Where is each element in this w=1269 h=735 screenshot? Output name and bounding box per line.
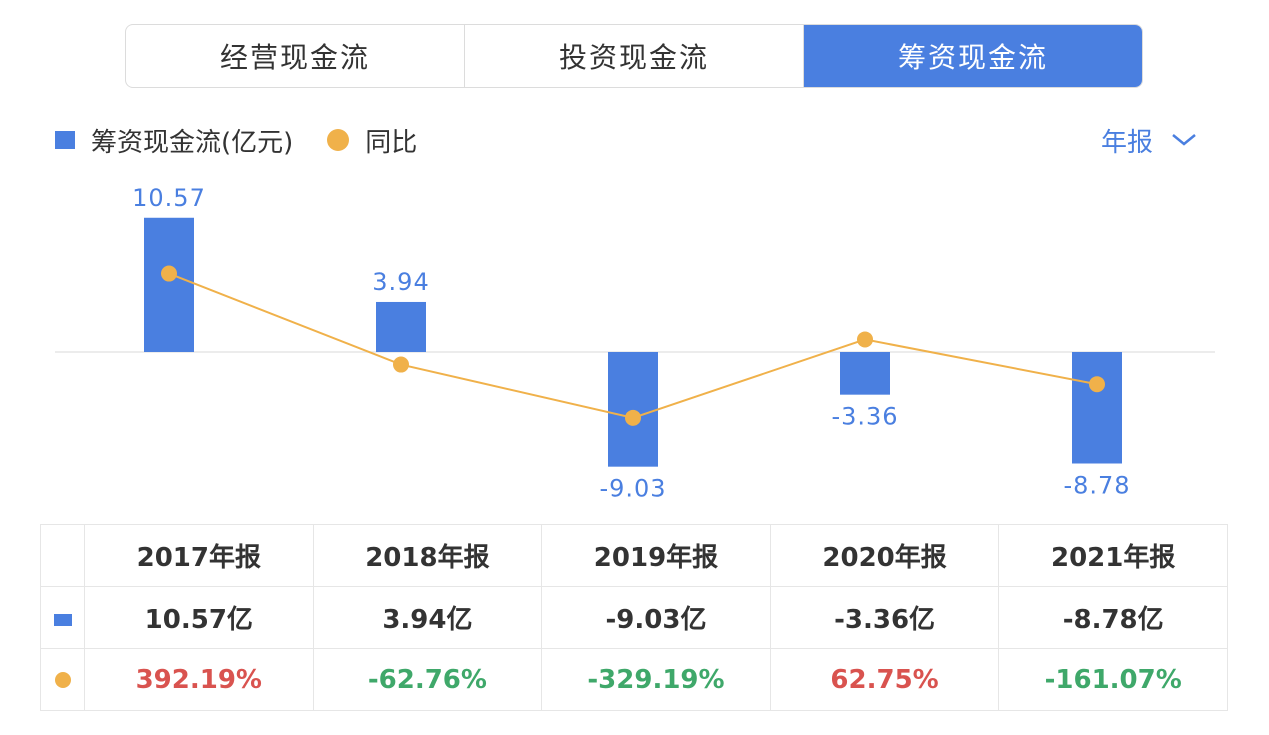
table-row-values: 10.57亿 3.94亿 -9.03亿 -3.36亿 -8.78亿 <box>40 586 1228 649</box>
tab-financing-cashflow[interactable]: 筹资现金流 <box>804 25 1142 87</box>
yoy-point-2017年报 <box>161 265 177 282</box>
bar-2018年报 <box>376 301 426 352</box>
table-header-row: 2017年报 2018年报 2019年报 2020年报 2021年报 <box>40 524 1228 587</box>
legend-bar-swatch <box>55 131 75 149</box>
table-cell-value: 3.94亿 <box>312 586 543 649</box>
table-cell-value: 10.57亿 <box>84 586 314 649</box>
table-cell-value: -8.78亿 <box>998 586 1228 649</box>
cashflow-tabs: 经营现金流 投资现金流 筹资现金流 <box>125 24 1143 88</box>
bar-value-label: -8.78 <box>1063 472 1130 500</box>
period-selector-label: 年报 <box>1100 127 1153 158</box>
chevron-down-icon <box>1172 134 1196 146</box>
column-header: 2021年报 <box>998 524 1228 587</box>
bar-series-marker <box>53 613 72 626</box>
table-cell-value: -3.36亿 <box>769 586 1000 649</box>
yoy-point-2020年报 <box>857 331 873 348</box>
row-marker-line <box>40 648 85 711</box>
column-header: 2017年报 <box>84 524 314 587</box>
bar-value-label: 10.57 <box>132 184 206 212</box>
table-cell-yoy: -329.19% <box>541 648 771 711</box>
bar-2017年报 <box>144 217 194 352</box>
table-corner <box>40 524 85 587</box>
chart-legend: 筹资现金流(亿元) 同比 <box>55 120 417 160</box>
data-table: 2017年报 2018年报 2019年报 2020年报 2021年报 10.57… <box>40 524 1228 711</box>
financing-cashflow-chart: 10.57 3.94 -9.03 -3.36 -8.78 <box>55 184 1215 503</box>
bar-value-label: -9.03 <box>599 475 666 503</box>
bar-2021年报 <box>1072 352 1122 464</box>
table-cell-yoy: 392.19% <box>84 648 314 711</box>
bar-value-label: -3.36 <box>831 403 898 431</box>
bar-2020年报 <box>840 352 890 395</box>
bar-2019年报 <box>608 352 658 467</box>
column-header: 2020年报 <box>769 524 1000 587</box>
line-series-marker <box>54 671 71 688</box>
column-header: 2019年报 <box>541 524 771 587</box>
tab-investing-cashflow[interactable]: 投资现金流 <box>465 25 804 87</box>
table-cell-value: -9.03亿 <box>541 586 771 649</box>
bar-value-label: 3.94 <box>372 268 429 296</box>
row-marker-bar <box>40 586 85 649</box>
table-cell-yoy: 62.75% <box>769 648 1000 711</box>
tab-operating-cashflow[interactable]: 经营现金流 <box>126 25 465 87</box>
legend-line-label: 同比 <box>365 127 418 158</box>
legend-line-swatch <box>327 129 350 151</box>
yoy-point-2021年报 <box>1089 376 1105 393</box>
period-selector[interactable]: 年报 <box>1101 120 1197 160</box>
legend-bar-label: 筹资现金流(亿元) <box>91 127 294 158</box>
yoy-point-2019年报 <box>625 409 641 426</box>
table-row-yoy: 392.19% -62.76% -329.19% 62.75% -161.07% <box>40 648 1228 711</box>
table-cell-yoy: -62.76% <box>312 648 543 711</box>
yoy-point-2018年报 <box>393 356 409 373</box>
column-header: 2018年报 <box>312 524 543 587</box>
table-cell-yoy: -161.07% <box>998 648 1228 711</box>
